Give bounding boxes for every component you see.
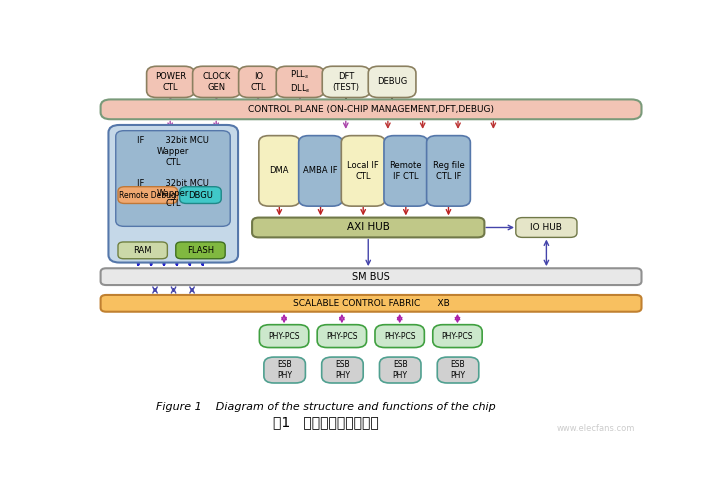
- FancyBboxPatch shape: [299, 136, 342, 206]
- Text: DEBUG: DEBUG: [377, 77, 407, 87]
- Text: POWER
CTL: POWER CTL: [155, 72, 186, 92]
- Text: AXI HUB: AXI HUB: [347, 222, 390, 233]
- FancyBboxPatch shape: [277, 66, 324, 98]
- FancyBboxPatch shape: [180, 187, 222, 203]
- Text: ESB
PHY: ESB PHY: [335, 360, 350, 380]
- Text: IF        32bit MCU
Wapper
CTL: IF 32bit MCU Wapper CTL: [137, 179, 209, 208]
- Text: CONTROL PLANE (ON-CHIP MANAGEMENT,DFT,DEBUG): CONTROL PLANE (ON-CHIP MANAGEMENT,DFT,DE…: [248, 105, 494, 114]
- FancyBboxPatch shape: [101, 99, 641, 119]
- Text: Local IF
CTL: Local IF CTL: [348, 161, 379, 181]
- FancyBboxPatch shape: [317, 325, 366, 347]
- FancyBboxPatch shape: [116, 131, 230, 226]
- Text: PHY-PCS: PHY-PCS: [269, 332, 300, 341]
- FancyBboxPatch shape: [109, 125, 238, 262]
- FancyBboxPatch shape: [239, 66, 278, 98]
- FancyBboxPatch shape: [437, 357, 479, 383]
- FancyBboxPatch shape: [433, 325, 482, 347]
- FancyBboxPatch shape: [101, 295, 641, 312]
- Text: ESB
PHY: ESB PHY: [277, 360, 292, 380]
- FancyBboxPatch shape: [118, 242, 167, 259]
- Text: DMA: DMA: [269, 166, 289, 175]
- Text: RAM: RAM: [133, 246, 152, 255]
- FancyBboxPatch shape: [384, 136, 428, 206]
- Text: DBGU: DBGU: [188, 191, 213, 199]
- FancyBboxPatch shape: [118, 187, 177, 203]
- FancyBboxPatch shape: [369, 66, 416, 98]
- Text: Remote
IF CTL: Remote IF CTL: [390, 161, 422, 181]
- Text: 图1   芯片功能结构组成图: 图1 芯片功能结构组成图: [273, 415, 379, 429]
- FancyBboxPatch shape: [252, 218, 484, 238]
- FancyBboxPatch shape: [515, 218, 577, 238]
- FancyBboxPatch shape: [259, 325, 308, 347]
- FancyBboxPatch shape: [341, 136, 385, 206]
- FancyBboxPatch shape: [322, 66, 370, 98]
- Text: IO HUB: IO HUB: [531, 223, 563, 232]
- Text: DFT
(TEST): DFT (TEST): [332, 72, 360, 92]
- Text: Remote Debug: Remote Debug: [119, 191, 176, 199]
- Text: www.elecfans.com: www.elecfans.com: [556, 424, 635, 433]
- Text: FLASH: FLASH: [187, 246, 214, 255]
- Text: PHY-PCS: PHY-PCS: [384, 332, 416, 341]
- FancyBboxPatch shape: [375, 325, 424, 347]
- Text: PHY-PCS: PHY-PCS: [442, 332, 473, 341]
- Text: AMBA IF: AMBA IF: [303, 166, 338, 175]
- FancyBboxPatch shape: [321, 357, 363, 383]
- FancyBboxPatch shape: [379, 357, 421, 383]
- Text: PLL$_s$
DLL$_s$: PLL$_s$ DLL$_s$: [290, 68, 311, 96]
- Text: IF        32bit MCU
Wapper
CTL: IF 32bit MCU Wapper CTL: [137, 136, 209, 167]
- Text: ESB
PHY: ESB PHY: [392, 360, 408, 380]
- Text: CLOCK
GEN: CLOCK GEN: [202, 72, 230, 92]
- Text: SCALABLE CONTROL FABRIC      XB: SCALABLE CONTROL FABRIC XB: [292, 299, 450, 308]
- FancyBboxPatch shape: [176, 242, 225, 259]
- FancyBboxPatch shape: [193, 66, 240, 98]
- FancyBboxPatch shape: [259, 136, 300, 206]
- Text: SM BUS: SM BUS: [352, 272, 390, 282]
- FancyBboxPatch shape: [426, 136, 471, 206]
- FancyBboxPatch shape: [264, 357, 306, 383]
- Text: ESB
PHY: ESB PHY: [450, 360, 466, 380]
- Text: PHY-PCS: PHY-PCS: [326, 332, 358, 341]
- Text: Figure 1    Diagram of the structure and functions of the chip: Figure 1 Diagram of the structure and fu…: [156, 402, 496, 412]
- FancyBboxPatch shape: [146, 66, 194, 98]
- FancyBboxPatch shape: [101, 268, 641, 285]
- Text: Reg file
CTL IF: Reg file CTL IF: [433, 161, 464, 181]
- Text: IO
CTL: IO CTL: [251, 72, 266, 92]
